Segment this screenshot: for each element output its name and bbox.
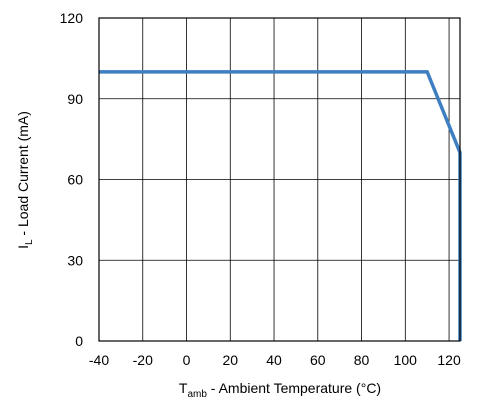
y-axis-label-rest: - Load Current (mA) bbox=[15, 111, 31, 239]
x-tick-label: 0 bbox=[183, 352, 191, 368]
x-tick-label: -20 bbox=[133, 352, 153, 368]
x-tick-label: 60 bbox=[310, 352, 326, 368]
y-tick-label: 60 bbox=[67, 172, 83, 188]
x-axis-label-rest: - Ambient Temperature (°C) bbox=[207, 380, 381, 396]
series-line bbox=[99, 70, 462, 341]
x-tick-label: 120 bbox=[437, 352, 461, 368]
plot-frame bbox=[98, 17, 461, 342]
y-axis-label: IL - Load Current (mA) bbox=[15, 111, 35, 249]
x-tick-label: 80 bbox=[354, 352, 370, 368]
y-tick-labels: 0 30 60 90 120 bbox=[60, 10, 84, 349]
x-tick-labels: -40 -20 0 20 40 60 80 100 120 bbox=[89, 352, 461, 368]
y-axis-label-sub: L bbox=[24, 239, 35, 245]
grid bbox=[98, 17, 460, 342]
y-tick-label: 120 bbox=[60, 10, 84, 26]
y-tick-label: 30 bbox=[67, 252, 83, 268]
x-tick-label: -40 bbox=[89, 352, 109, 368]
x-axis-label-sub: amb bbox=[187, 389, 207, 400]
x-axis-label: Tamb - Ambient Temperature (°C) bbox=[179, 380, 381, 400]
y-axis-label-main: I bbox=[15, 245, 31, 249]
series-layer bbox=[99, 70, 462, 341]
x-tick-label: 100 bbox=[394, 352, 418, 368]
y-tick-label: 0 bbox=[75, 333, 83, 349]
x-tick-label: 40 bbox=[266, 352, 282, 368]
y-tick-label: 90 bbox=[67, 91, 83, 107]
x-tick-label: 20 bbox=[222, 352, 238, 368]
x-axis-label-main: T bbox=[179, 380, 188, 396]
